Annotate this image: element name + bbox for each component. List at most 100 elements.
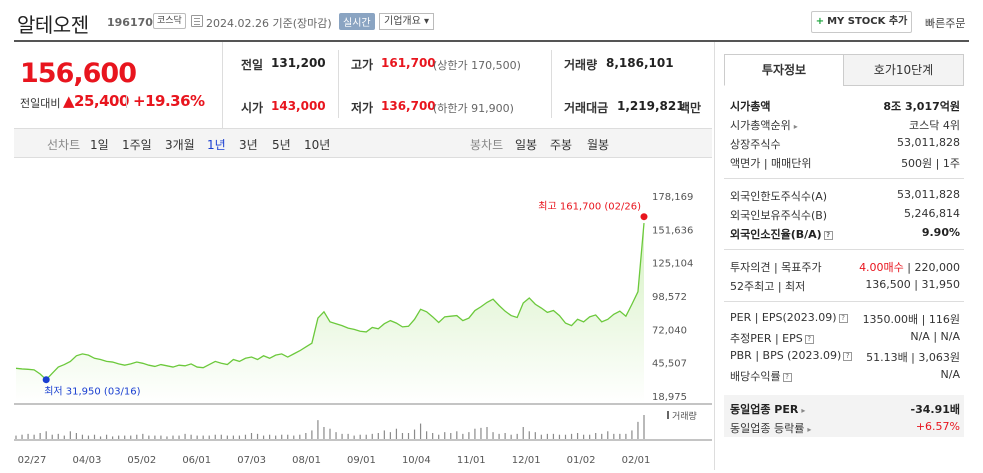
volume-bar bbox=[166, 436, 168, 439]
volume-bar bbox=[136, 434, 138, 439]
volume-bar bbox=[365, 434, 367, 439]
volume-bar bbox=[576, 433, 579, 439]
x-tick-label: 02/01 bbox=[622, 455, 651, 466]
period-3y[interactable]: 3년 bbox=[239, 138, 258, 152]
volume-bar bbox=[510, 434, 512, 439]
quick-order-link[interactable]: 빠른주문 bbox=[925, 17, 966, 30]
price-chart[interactable]: 178,169 151,636 125,104 98,572 72,040 45,507 1… bbox=[14, 160, 712, 470]
x-tick-label: 11/01 bbox=[457, 455, 486, 466]
peer-per-link[interactable]: 동일업종 PER ▸ bbox=[730, 403, 806, 416]
volume-bar bbox=[172, 435, 174, 439]
volume-bar bbox=[275, 435, 277, 439]
volume-bar bbox=[190, 434, 192, 439]
cap-rank-link[interactable]: 시가총액순위 ▸ bbox=[730, 117, 798, 133]
candle-weekly[interactable]: 주봉 bbox=[550, 138, 573, 152]
volume-bar bbox=[250, 433, 253, 439]
price-chart-svg: 178,169 151,636 125,104 98,572 72,040 45,507 1… bbox=[14, 192, 712, 466]
est-per-label: 추정PER | EPS? bbox=[730, 330, 814, 346]
per-value: 1350.00배 | 116원 bbox=[862, 313, 960, 326]
low-value: 136,700 bbox=[381, 99, 436, 113]
volume-bar bbox=[293, 435, 295, 439]
foreign-hold-label: 외국인보유주식수(B) bbox=[730, 209, 828, 222]
volume-bar bbox=[444, 432, 446, 439]
volume-bar bbox=[81, 434, 84, 439]
period-5y[interactable]: 5년 bbox=[272, 138, 291, 152]
volume-bar bbox=[413, 429, 416, 439]
x-tick-label: 07/03 bbox=[237, 455, 266, 466]
shares-label: 상장주식수 bbox=[730, 138, 781, 151]
tab-invest-info[interactable]: 투자정보 bbox=[724, 54, 844, 86]
volume-bar bbox=[631, 430, 633, 439]
candle-daily[interactable]: 일봉 bbox=[515, 138, 538, 152]
x-tick-label: 08/01 bbox=[292, 455, 321, 466]
quote-divider-2 bbox=[551, 50, 552, 118]
trade-amount-label: 거래대금 bbox=[564, 101, 609, 115]
volume-bar bbox=[323, 427, 325, 439]
volume-bar bbox=[142, 433, 144, 439]
change-amount: ▲25,400 bbox=[63, 92, 129, 110]
company-overview-dropdown[interactable]: 기업개요 ▾ bbox=[379, 13, 434, 30]
low-label: 저가 bbox=[351, 101, 374, 115]
header-divider bbox=[14, 40, 969, 42]
opinion-values: 4.00매수 | 220,000 bbox=[859, 259, 960, 275]
my-stock-add-button[interactable]: + MY STOCK 추가 bbox=[811, 11, 912, 33]
volume-bar bbox=[619, 433, 621, 439]
info-icon[interactable]: ? bbox=[823, 231, 833, 240]
volume-bar bbox=[87, 435, 90, 439]
open-label: 시가 bbox=[241, 101, 264, 115]
date-text: 2024.02.26 기준(장마감) bbox=[206, 17, 332, 30]
volume-bar bbox=[558, 434, 561, 439]
calendar-icon bbox=[191, 15, 203, 27]
volume-legend-label: 거래량 bbox=[672, 410, 697, 422]
volume-bar bbox=[540, 434, 542, 439]
period-1w[interactable]: 1주일 bbox=[122, 138, 152, 152]
high-value: 161,700 bbox=[381, 56, 436, 70]
info-icon[interactable]: ? bbox=[843, 352, 853, 361]
opinion-label: 투자의견 | 목표주가 bbox=[730, 261, 822, 274]
info-icon[interactable]: ? bbox=[804, 335, 814, 344]
y-tick-label: 72,040 bbox=[652, 325, 687, 336]
volume-bar bbox=[287, 434, 289, 439]
x-tick-label: 01/02 bbox=[567, 455, 596, 466]
volume-bar bbox=[395, 428, 398, 439]
volume-bar bbox=[613, 433, 615, 439]
candle-monthly[interactable]: 월봉 bbox=[587, 138, 610, 152]
per-label: PER | EPS(2023.09)? bbox=[730, 311, 848, 324]
volume-bar bbox=[504, 433, 506, 439]
row-est-per: 추정PER | EPS? N/A | N/A bbox=[730, 330, 960, 348]
volume-bar bbox=[244, 434, 247, 439]
tab-order-book[interactable]: 호가10단계 bbox=[843, 54, 964, 86]
volume-bar bbox=[63, 435, 65, 439]
volume-bar bbox=[401, 433, 404, 439]
row-per: PER | EPS(2023.09)? 1350.00배 | 116원 bbox=[730, 311, 960, 329]
chevron-right-icon: ▸ bbox=[807, 425, 812, 434]
period-1d[interactable]: 1일 bbox=[90, 138, 109, 152]
volume-bar bbox=[329, 428, 331, 439]
open-value: 143,000 bbox=[271, 99, 326, 113]
volume-bar bbox=[601, 433, 603, 439]
info-icon[interactable]: ? bbox=[838, 314, 848, 323]
period-10y[interactable]: 10년 bbox=[304, 138, 331, 152]
info-icon[interactable]: ? bbox=[782, 373, 792, 382]
quote-divider-1 bbox=[338, 50, 339, 118]
peer-chg-link[interactable]: 동일업종 등락률 ▸ bbox=[730, 422, 812, 435]
volume-bar bbox=[450, 433, 452, 439]
volume-bar bbox=[269, 434, 271, 439]
y-tick-label: 151,636 bbox=[652, 225, 693, 236]
price-divider bbox=[222, 42, 223, 128]
volume-bar bbox=[419, 423, 422, 439]
realtime-button[interactable]: 실시간 bbox=[339, 13, 375, 30]
volume-bar bbox=[15, 435, 17, 439]
row-dividend: 배당수익률? N/A bbox=[730, 368, 960, 386]
period-1y[interactable]: 1년 bbox=[207, 138, 226, 152]
volume-bar bbox=[438, 434, 440, 439]
w52-label: 52주최고 | 최저 bbox=[730, 280, 806, 293]
volume-bar bbox=[214, 434, 216, 439]
stock-name: 알테오젠 bbox=[17, 13, 89, 37]
row-opinion: 투자의견 | 목표주가 4.00매수 | 220,000 bbox=[730, 259, 960, 277]
volume-bar bbox=[220, 434, 222, 439]
volume-bar bbox=[160, 435, 162, 439]
volume-bar bbox=[118, 435, 120, 439]
period-3m[interactable]: 3개월 bbox=[165, 138, 195, 152]
volume-bar bbox=[564, 434, 567, 439]
